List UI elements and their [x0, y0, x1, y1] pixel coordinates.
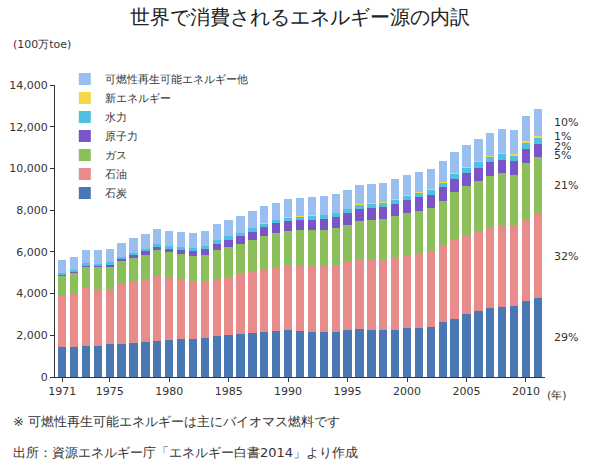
svg-text:2,000: 2,000 — [16, 329, 48, 342]
svg-text:12,000: 12,000 — [9, 121, 48, 134]
svg-text:6,000: 6,000 — [16, 246, 48, 259]
svg-text:2%: 2% — [554, 140, 571, 153]
svg-text:水力: 水力 — [105, 111, 127, 124]
svg-text:4,000: 4,000 — [16, 287, 48, 300]
svg-text:10,000: 10,000 — [9, 162, 48, 175]
svg-text:10%: 10% — [554, 116, 578, 129]
svg-text:石炭: 石炭 — [105, 187, 127, 200]
svg-text:14,000: 14,000 — [9, 79, 48, 92]
svg-text:出所：資源エネルギー庁「エネルギー白書2014」より作成: 出所：資源エネルギー庁「エネルギー白書2014」より作成 — [13, 445, 358, 460]
svg-text:2000: 2000 — [393, 385, 421, 398]
svg-text:(年): (年) — [547, 389, 567, 402]
svg-text:世界で消費されるエネルギー源の内訳: 世界で消費されるエネルギー源の内訳 — [130, 5, 470, 29]
svg-text:ガス: ガス — [105, 149, 127, 162]
svg-text:0: 0 — [41, 371, 48, 384]
svg-text:1995: 1995 — [334, 385, 362, 398]
svg-text:原子力: 原子力 — [105, 130, 138, 143]
svg-text:(100万toe): (100万toe) — [13, 38, 71, 51]
svg-text:※ 可燃性再生可能エネルギーは主にバイオマス燃料です: ※ 可燃性再生可能エネルギーは主にバイオマス燃料です — [13, 414, 340, 429]
svg-text:29%: 29% — [554, 331, 578, 344]
svg-text:新エネルギー: 新エネルギー — [105, 92, 171, 105]
svg-text:1971: 1971 — [48, 385, 76, 398]
svg-text:2010: 2010 — [512, 385, 540, 398]
svg-text:1985: 1985 — [215, 385, 243, 398]
svg-text:1990: 1990 — [274, 385, 302, 398]
svg-text:2005: 2005 — [453, 385, 481, 398]
svg-text:1980: 1980 — [155, 385, 183, 398]
svg-text:可燃性再生可能エネルギー他: 可燃性再生可能エネルギー他 — [105, 73, 248, 86]
svg-text:8,000: 8,000 — [16, 204, 48, 217]
svg-text:1975: 1975 — [96, 385, 124, 398]
svg-text:石油: 石油 — [105, 168, 127, 181]
svg-text:21%: 21% — [554, 179, 578, 192]
svg-text:1%: 1% — [554, 130, 571, 143]
svg-text:32%: 32% — [554, 250, 578, 263]
svg-text:5%: 5% — [554, 149, 571, 162]
